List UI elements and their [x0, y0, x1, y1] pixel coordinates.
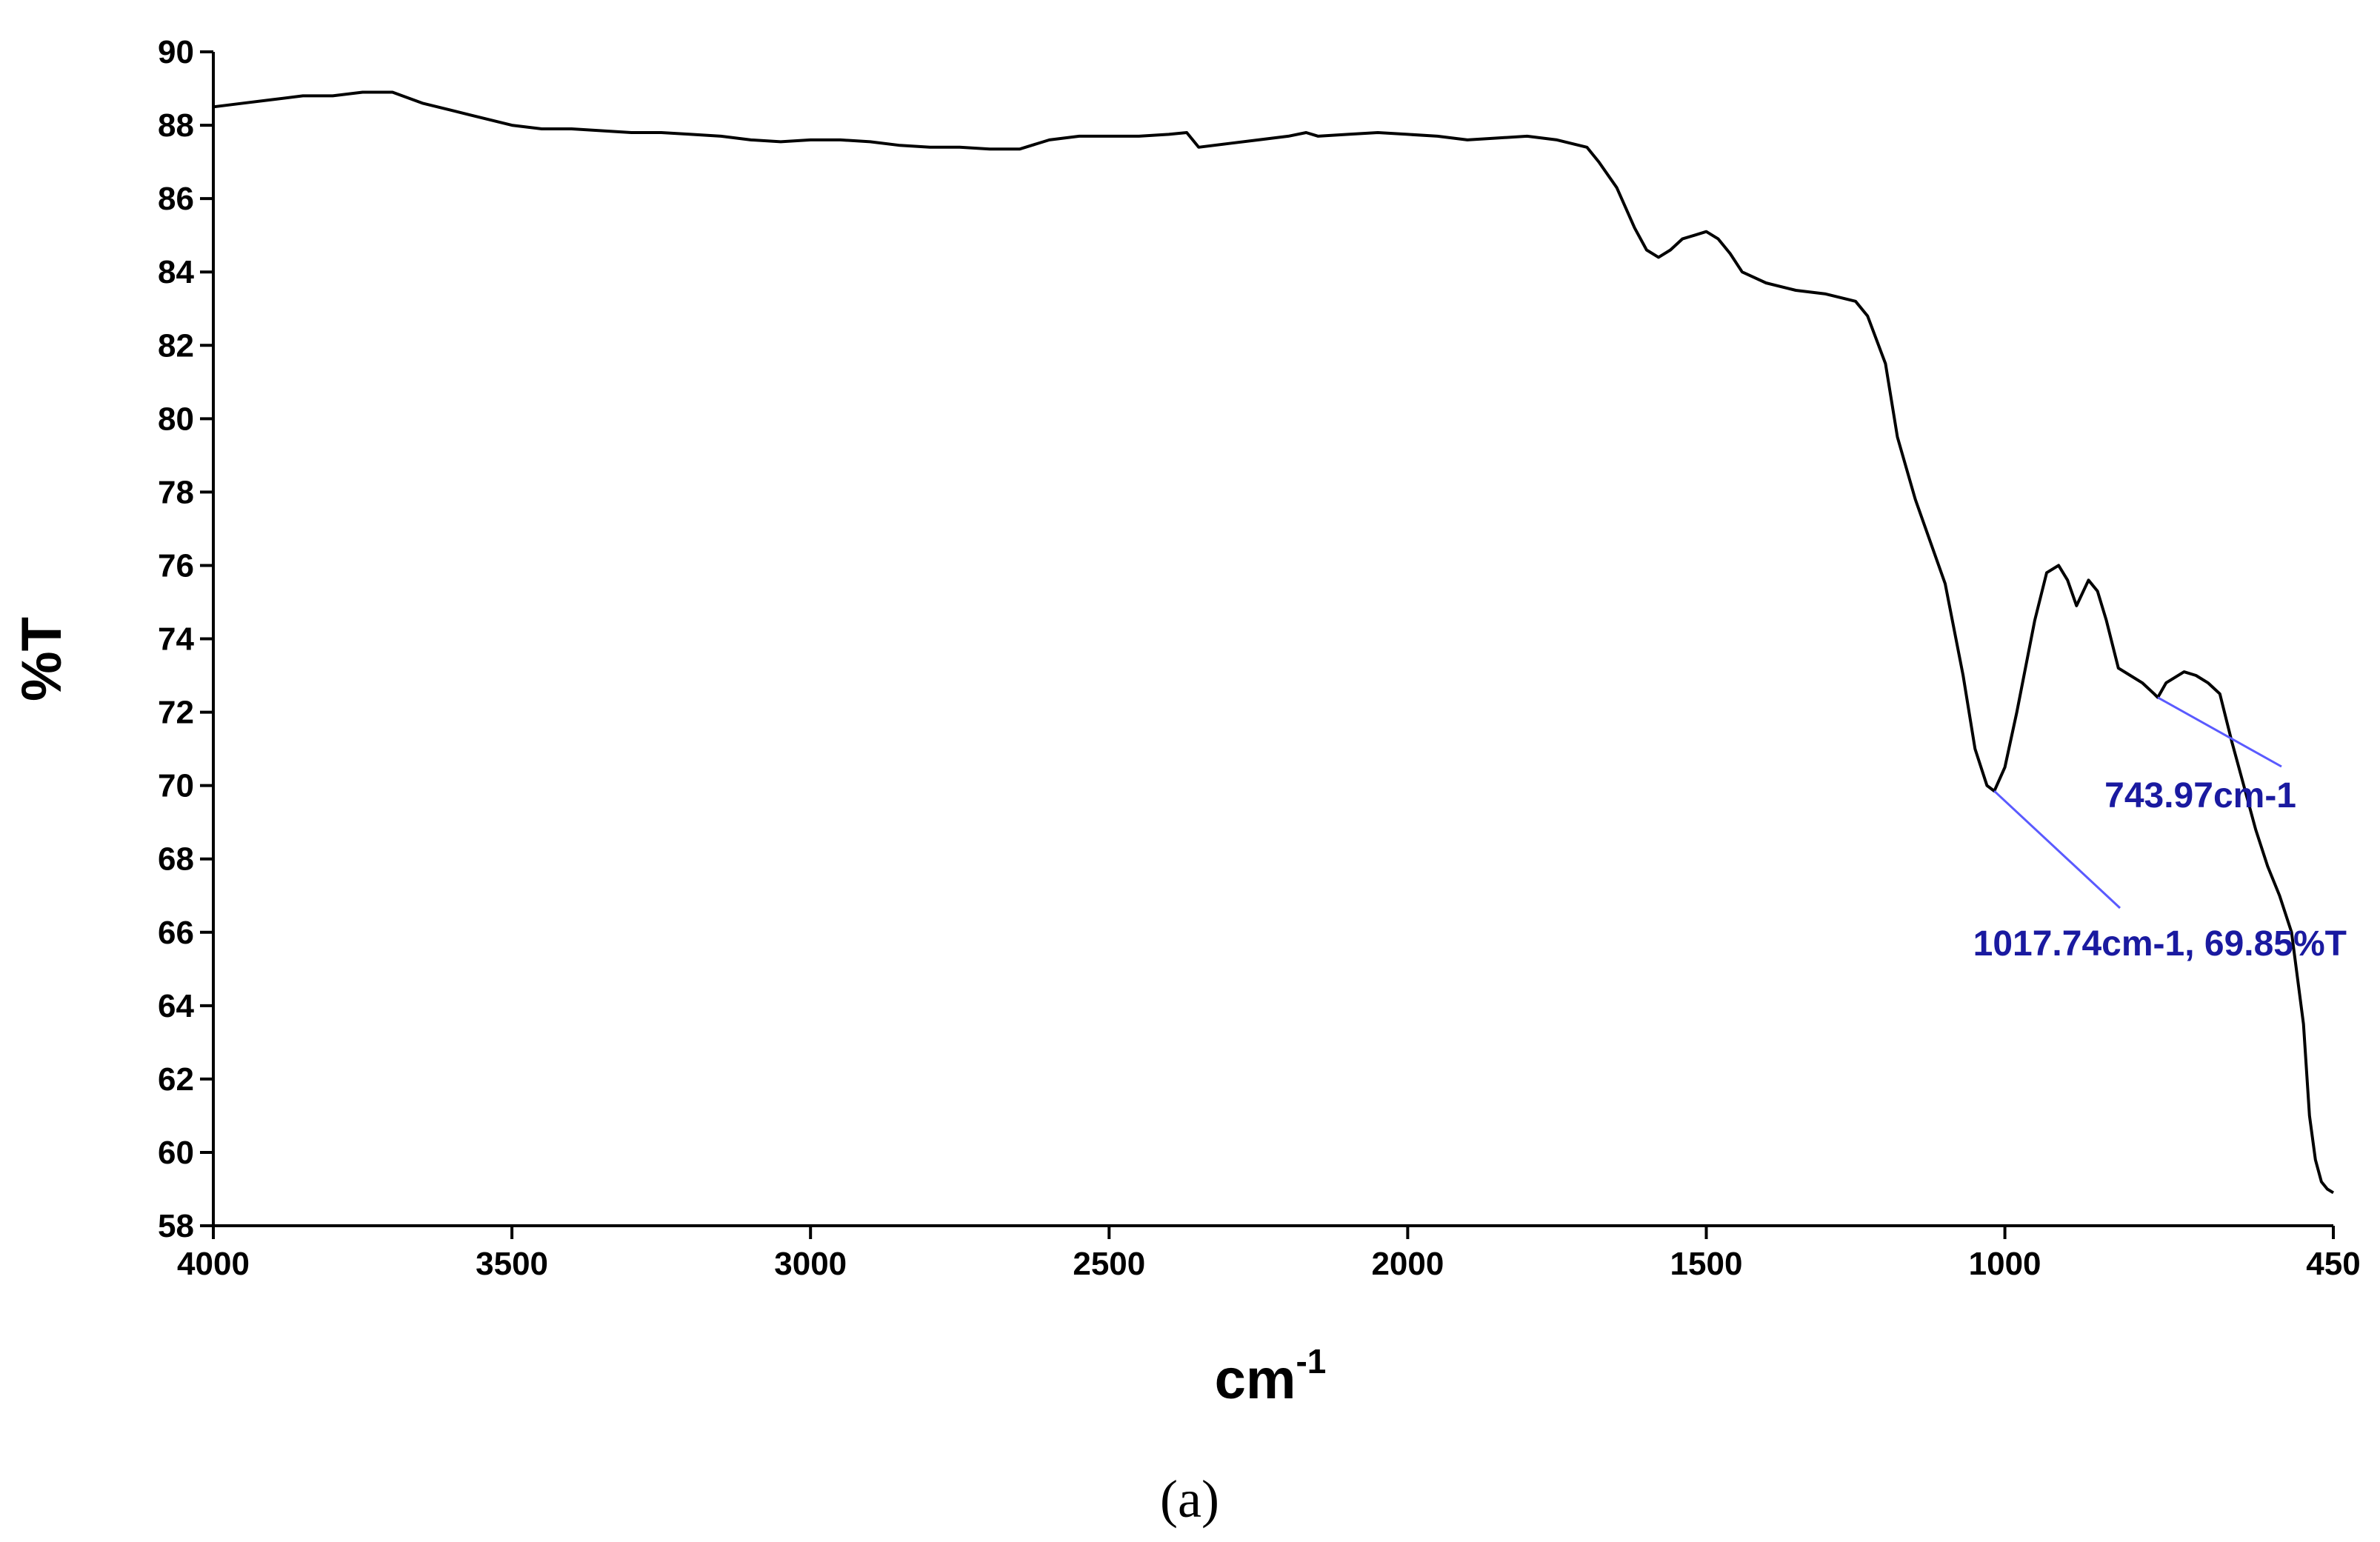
- y-tick-label-90: 90: [158, 34, 194, 70]
- x-tick-label-3000: 3000: [774, 1246, 847, 1282]
- x-tick-label-3500: 3500: [476, 1246, 548, 1282]
- annotation-leader-1017: [1993, 790, 2121, 909]
- y-tick-label-66: 66: [158, 915, 194, 951]
- figure-caption: (a): [1160, 1469, 1219, 1529]
- y-tick-label-74: 74: [158, 621, 194, 658]
- x-tick-label-450: 450: [2306, 1246, 2360, 1282]
- series-layer: [213, 90, 2335, 1195]
- x-tick-label-1500: 1500: [1670, 1246, 1743, 1282]
- y-tick-label-76: 76: [158, 547, 194, 584]
- annotation-layer: 743.97cm-1 1017.74cm-1, 69.85%T: [1973, 696, 2347, 964]
- annotation-label-1017: 1017.74cm-1, 69.85%T: [1973, 924, 2347, 964]
- y-tick-label-84: 84: [158, 254, 194, 290]
- x-ticks: 4000 3500 3000 2500 2000 1500 1000 450: [177, 1226, 2361, 1282]
- axes: [212, 52, 2333, 1227]
- y-tick-label-68: 68: [158, 841, 194, 878]
- y-tick-label-58: 58: [158, 1208, 194, 1244]
- y-tick-label-64: 64: [158, 988, 194, 1024]
- y-tick-label-62: 62: [158, 1061, 194, 1098]
- y-tick-label-80: 80: [158, 401, 194, 437]
- x-tick-label-2000: 2000: [1371, 1246, 1444, 1282]
- series-line-0: [213, 90, 2335, 1195]
- y-axis-title: %T: [10, 617, 73, 701]
- y-tick-label-72: 72: [158, 695, 194, 731]
- x-axis-title-superscript: -1: [1296, 1342, 1326, 1381]
- annotation-label-743: 743.97cm-1: [2104, 776, 2296, 815]
- y-tick-label-88: 88: [158, 107, 194, 144]
- y-ticks: 58 60 62 64 66 68 70 72 74 76 78 80 82 84 86 88 90: [158, 34, 213, 1244]
- y-tick-label-82: 82: [158, 327, 194, 364]
- y-tick-label-86: 86: [158, 181, 194, 217]
- y-tick-label-78: 78: [158, 474, 194, 510]
- x-tick-label-1000: 1000: [1969, 1246, 2041, 1282]
- x-axis-title-unit: cm: [1215, 1348, 1296, 1411]
- y-tick-label-70: 70: [158, 768, 194, 804]
- annotation-leader-743: [2157, 696, 2282, 768]
- y-tick-label-60: 60: [158, 1135, 194, 1171]
- x-tick-label-2500: 2500: [1073, 1246, 1145, 1282]
- x-axis-title: cm-1: [1215, 1342, 1327, 1411]
- x-tick-label-4000: 4000: [177, 1246, 250, 1282]
